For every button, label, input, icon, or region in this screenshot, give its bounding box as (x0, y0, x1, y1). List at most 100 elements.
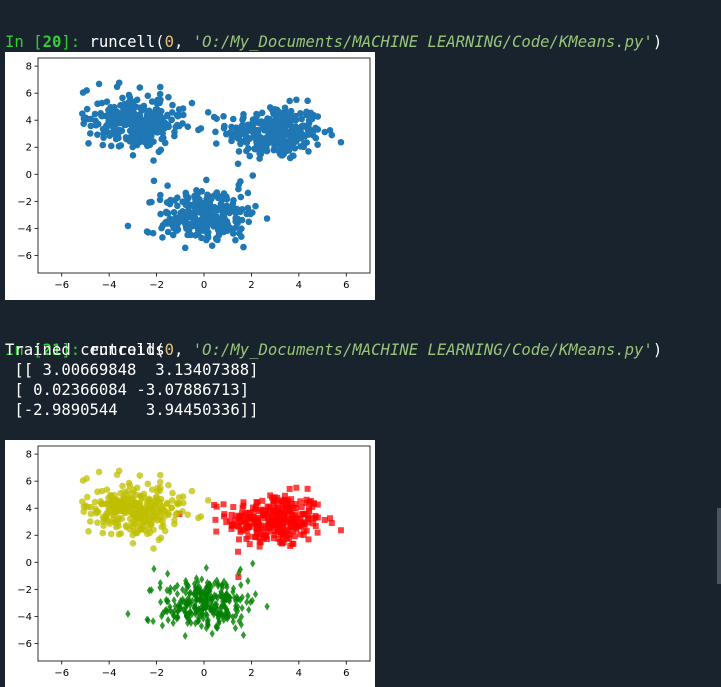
data-point (279, 533, 286, 540)
data-point (113, 471, 121, 479)
data-point (151, 564, 157, 573)
data-point (280, 124, 288, 132)
data-point (265, 509, 272, 516)
data-point (175, 601, 181, 610)
data-point (107, 530, 115, 538)
data-point (80, 115, 88, 123)
data-point (226, 517, 233, 524)
data-point (221, 597, 227, 606)
data-point (122, 522, 130, 529)
data-point (91, 498, 99, 506)
data-point (259, 506, 266, 513)
data-point (175, 606, 181, 615)
data-point (244, 121, 252, 129)
data-point (232, 516, 239, 523)
data-point (280, 519, 287, 526)
data-point (209, 207, 216, 215)
data-point (158, 612, 165, 621)
data-point (94, 131, 101, 138)
data-point (146, 521, 153, 528)
data-point (131, 513, 139, 520)
data-point (248, 515, 255, 522)
data-point (252, 534, 259, 541)
input-line-21: In [21]: runcell(0, 'O:/My_Documents/MAC… (5, 320, 662, 360)
data-point (280, 524, 287, 531)
data-point (337, 527, 344, 534)
data-point (188, 607, 194, 616)
data-point (277, 516, 284, 523)
data-point (196, 583, 203, 592)
data-point (150, 617, 156, 626)
data-point (174, 589, 180, 598)
data-point (164, 228, 172, 236)
data-point (183, 588, 189, 597)
data-point (294, 127, 302, 135)
data-point (219, 612, 225, 621)
data-point (209, 607, 215, 616)
data-point (188, 487, 196, 495)
data-point (85, 139, 92, 147)
data-point (238, 512, 245, 519)
data-point (232, 214, 239, 222)
data-point (221, 577, 227, 586)
data-point (306, 505, 313, 512)
x-tick-label: −2 (149, 668, 164, 679)
data-point (87, 510, 95, 518)
data-point (154, 497, 162, 505)
data-point (148, 486, 156, 493)
data-point (157, 583, 163, 592)
data-point (129, 151, 137, 159)
vertical-scrollbar[interactable] (717, 0, 721, 687)
data-point (189, 610, 195, 619)
data-point (111, 518, 119, 526)
data-point (187, 588, 194, 597)
x-tick-label: 4 (296, 280, 302, 291)
data-point (312, 126, 319, 133)
data-point (100, 522, 107, 530)
x-tick-label: −4 (102, 280, 117, 291)
data-point (203, 598, 210, 607)
data-point (182, 631, 188, 640)
function-call: runcell( (80, 33, 165, 51)
data-point (200, 601, 206, 610)
data-point (254, 518, 261, 525)
data-point (198, 590, 204, 599)
data-point (238, 233, 245, 240)
data-point (124, 99, 132, 106)
path-string: 'O:/My_Documents/MACHINE LEARNING/Code/K… (192, 341, 653, 359)
data-point (298, 115, 305, 123)
data-point (157, 210, 164, 218)
data-point (309, 503, 316, 510)
data-point (198, 234, 205, 242)
argument-zero: 0 (164, 341, 175, 359)
data-point (287, 510, 294, 517)
data-point (250, 504, 257, 511)
scrollbar-thumb[interactable] (717, 508, 721, 584)
data-point (301, 528, 308, 535)
data-point (243, 516, 250, 523)
input-line-20: In [20]: runcell(0, 'O:/My_Documents/MAC… (5, 12, 662, 52)
data-point (235, 523, 242, 530)
data-point (157, 146, 165, 154)
x-tick-label: 2 (248, 668, 254, 679)
data-point (214, 224, 222, 232)
y-tick-label: 4 (26, 504, 32, 515)
data-point (152, 512, 160, 520)
data-point (274, 505, 281, 512)
data-point (213, 115, 220, 122)
data-point (168, 116, 176, 124)
data-point (226, 223, 233, 231)
data-point (92, 509, 100, 517)
data-point (170, 208, 178, 216)
data-point (246, 152, 254, 160)
data-point (290, 540, 297, 547)
argument-zero: 0 (164, 33, 175, 51)
data-point (198, 188, 206, 195)
data-point (293, 484, 300, 491)
data-point (126, 482, 134, 489)
data-point (267, 492, 274, 499)
data-point (285, 504, 292, 511)
data-point (164, 182, 171, 190)
data-point (125, 609, 131, 618)
data-point (281, 104, 289, 112)
